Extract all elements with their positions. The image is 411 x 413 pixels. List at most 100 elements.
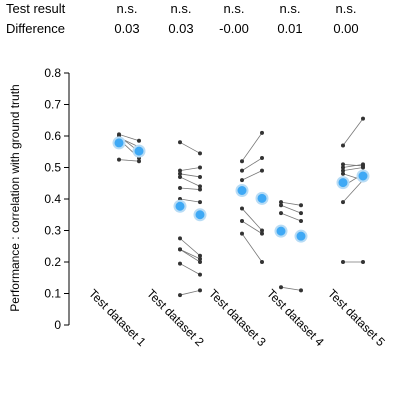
data-point-right (299, 219, 303, 224)
data-point-left (341, 200, 345, 205)
y-tick-label: 0.6 (44, 129, 61, 143)
pair-line (342, 167, 364, 172)
header-table: Test result Difference n.s. n.s. n.s. n.s. n… (6, 1, 359, 36)
pair-line (179, 173, 201, 178)
header-value: 0.00 (333, 21, 358, 36)
mean-marker-left (274, 224, 288, 238)
pair-line (179, 249, 201, 263)
mean-marker-right (255, 191, 269, 205)
data-point-right (198, 253, 202, 258)
pair-line (118, 134, 140, 142)
y-tick-label: 0 (54, 318, 61, 332)
y-tick-label: 0.4 (44, 192, 61, 206)
data-point-right (299, 203, 303, 208)
y-tick-label: 0.8 (44, 66, 61, 80)
mean-marker-left (336, 176, 350, 190)
pair-line (179, 249, 201, 260)
data-point-right (361, 260, 365, 264)
data-point-right (361, 116, 365, 121)
header-label-difference: Difference (6, 21, 65, 36)
pair-line (280, 204, 302, 214)
data-point-right (137, 138, 141, 143)
y-axis-label: Performance : correlation with ground tr… (8, 84, 22, 311)
data-point-right (198, 151, 202, 156)
mean-marker-left (112, 136, 126, 150)
plot-area (112, 116, 370, 298)
pair-line (179, 167, 201, 172)
header-value: n.s. (224, 1, 245, 16)
data-point-right (198, 200, 202, 205)
data-point-right (299, 211, 303, 216)
x-category-label: Test dataset 4 (264, 286, 327, 349)
y-tick-label: 0.1 (44, 287, 61, 301)
data-point-left (178, 171, 182, 176)
mean-marker-left (173, 199, 187, 213)
pair-line (280, 212, 302, 222)
mean-marker-left (235, 183, 249, 197)
pair-line (241, 220, 263, 234)
data-point-right (198, 288, 202, 293)
x-category-label: Test dataset 5 (325, 286, 388, 349)
pair-line (241, 132, 263, 162)
header-value: n.s. (336, 1, 357, 16)
pair-line (179, 141, 201, 154)
header-value: n.s. (280, 1, 301, 16)
data-point-right (260, 231, 264, 236)
data-point-left (240, 206, 244, 211)
data-point-left (240, 168, 244, 173)
mean-marker-right (132, 144, 146, 158)
header-value: -0.00 (219, 21, 249, 36)
mean-marker-right (356, 169, 370, 183)
pair-line (280, 201, 302, 206)
data-point-right (361, 162, 365, 167)
data-point-right (198, 187, 202, 192)
data-point-left (279, 211, 283, 216)
data-point-right (260, 168, 264, 173)
x-category-label: Test dataset 3 (206, 286, 269, 349)
y-tick-label: 0.7 (44, 98, 61, 112)
mean-marker-right (193, 208, 207, 222)
data-point-right (260, 156, 264, 161)
data-point-right (198, 272, 202, 277)
header-value: 0.03 (168, 21, 193, 36)
data-point-left (178, 236, 182, 241)
x-category-label: Test dataset 1 (86, 286, 149, 349)
data-point-right (198, 174, 202, 179)
pair-line (179, 198, 201, 203)
data-point-right (198, 256, 202, 261)
pair-line (179, 289, 201, 296)
data-point-left (178, 174, 182, 179)
data-point-right (260, 130, 264, 135)
data-point-left (279, 200, 283, 205)
mean-marker-right (294, 229, 308, 243)
header-value: n.s. (117, 1, 138, 16)
y-tick-label: 0.5 (44, 161, 61, 175)
data-point-left (178, 293, 182, 298)
data-point-left (240, 178, 244, 183)
data-point-right (137, 159, 141, 164)
pair-line (342, 163, 364, 168)
data-point-left (341, 260, 345, 264)
pair-line (179, 238, 201, 257)
data-point-right (260, 260, 264, 264)
data-point-right (198, 260, 202, 264)
data-point-left (240, 159, 244, 164)
data-point-left (341, 165, 345, 170)
data-point-left (178, 140, 182, 145)
data-point-right (361, 165, 365, 170)
data-point-right (198, 184, 202, 189)
data-point-left (178, 185, 182, 190)
data-point-right (198, 165, 202, 170)
data-point-right (299, 288, 303, 293)
pair-line (241, 233, 263, 263)
data-point-left (341, 162, 345, 167)
header-value: n.s. (171, 1, 192, 16)
data-point-left (178, 168, 182, 173)
data-point-left (279, 203, 283, 208)
data-point-left (341, 143, 345, 148)
pair-line (118, 159, 140, 162)
data-point-left (117, 157, 121, 162)
pair-line (241, 157, 263, 171)
